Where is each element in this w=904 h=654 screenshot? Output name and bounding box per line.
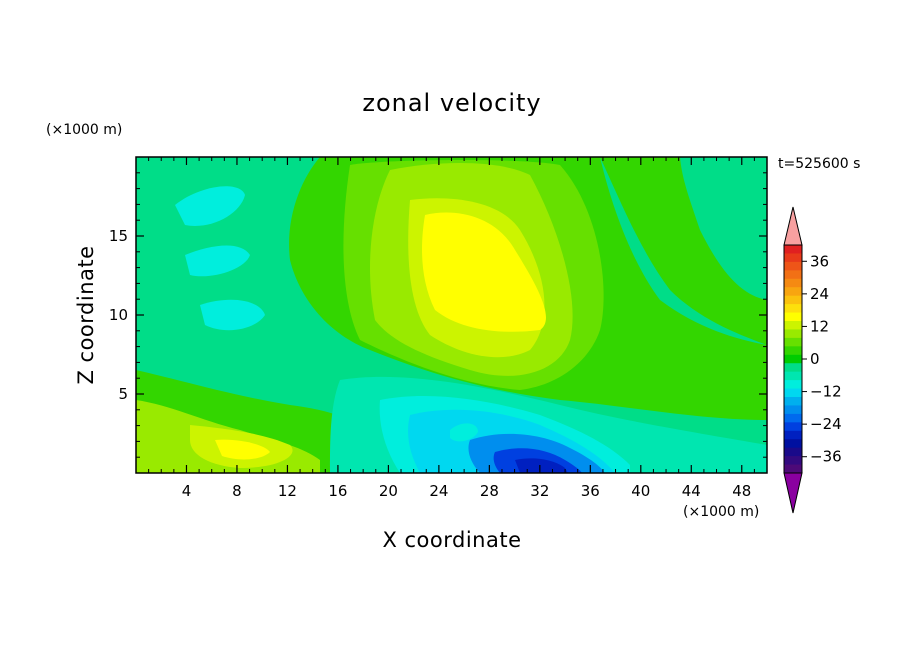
colorbar-swatch: [784, 371, 802, 381]
colorbar-swatch: [784, 270, 802, 280]
colorbar-swatch: [784, 278, 802, 288]
colorbar-swatch: [784, 354, 802, 364]
x-tick-label: 28: [480, 482, 499, 500]
x-tick-label: 20: [379, 482, 398, 500]
colorbar-swatch: [784, 363, 802, 373]
x-axis-label: X coordinate: [382, 528, 521, 552]
colorbar: 36 24 12 0 −12 −24 −36: [783, 206, 842, 514]
colorbar-tick-label: −24: [810, 415, 842, 433]
colorbar-tick-label: −12: [810, 383, 842, 401]
colorbar-tick-label: 36: [810, 252, 829, 270]
colorbar-swatch: [784, 430, 802, 440]
x-tick-label: 48: [732, 482, 751, 500]
colorbar-swatch: [784, 397, 802, 406]
x-tick-label: 24: [429, 482, 448, 500]
colorbar-swatch: [784, 321, 802, 330]
y-tick-label: 10: [109, 306, 128, 324]
colorbar-swatch: [784, 447, 802, 457]
y-tick-label: 15: [109, 227, 128, 245]
colorbar-swatch: [784, 346, 802, 356]
colorbar-extend-low: [783, 472, 803, 514]
x-tick-label: 12: [278, 482, 297, 500]
x-axis-ticks: 4 8 12 16 20 24 28 32 36 40 44 48: [148, 157, 755, 500]
y-axis-label: Z coordinate: [74, 245, 98, 384]
colorbar-tick-label: 0: [810, 350, 820, 368]
y-tick-label: 5: [118, 385, 128, 403]
y-axis-ticks: 5 10 15: [109, 172, 767, 458]
colorbar-tick-label: −36: [810, 448, 842, 466]
colorbar-swatch: [784, 304, 802, 314]
colorbar-swatch: [784, 245, 802, 254]
contour-region-neg-core: [515, 458, 568, 473]
x-unit-label: (×1000 m): [683, 504, 759, 520]
contour-region-right-teal: [680, 157, 767, 300]
contour-region-left-cyan-1: [175, 186, 245, 226]
colorbar-swatch: [784, 422, 802, 432]
chart-title: zonal velocity: [362, 89, 541, 117]
colorbar-swatch: [784, 287, 802, 297]
colorbar-swatch: [784, 464, 802, 474]
x-tick-label: 4: [182, 482, 192, 500]
x-tick-label: 32: [530, 482, 549, 500]
contour-field: [136, 157, 767, 473]
x-tick-label: 40: [631, 482, 650, 500]
time-label: t=525600 s: [778, 156, 860, 172]
contour-region-blob: [450, 423, 478, 442]
colorbar-swatch: [784, 380, 802, 390]
x-tick-label: 8: [232, 482, 242, 500]
colorbar-swatch: [784, 253, 802, 263]
colorbar-swatch: [784, 295, 802, 305]
colorbar-swatch: [784, 337, 802, 347]
colorbar-swatch: [784, 439, 802, 449]
contour-region-low-peak: [215, 439, 270, 460]
colorbar-swatch: [784, 456, 802, 466]
colorbar-swatch: [784, 413, 802, 423]
x-tick-label: 44: [682, 482, 701, 500]
x-tick-label: 36: [581, 482, 600, 500]
contour-region-left-cyan-3: [200, 299, 265, 331]
colorbar-tick-label: 24: [810, 285, 829, 303]
x-tick-label: 16: [328, 482, 347, 500]
contour-region-left-cyan-2: [185, 245, 250, 277]
colorbar-swatch: [784, 312, 802, 322]
colorbar-tick-label: 12: [810, 317, 829, 335]
contour-region-plume-core: [422, 212, 546, 332]
colorbar-swatch: [784, 329, 802, 339]
colorbar-extend-high: [783, 206, 803, 246]
colorbar-swatch: [784, 405, 802, 415]
y-unit-label: (×1000 m): [46, 122, 122, 138]
colorbar-swatch: [784, 388, 802, 398]
colorbar-swatch: [784, 261, 802, 271]
